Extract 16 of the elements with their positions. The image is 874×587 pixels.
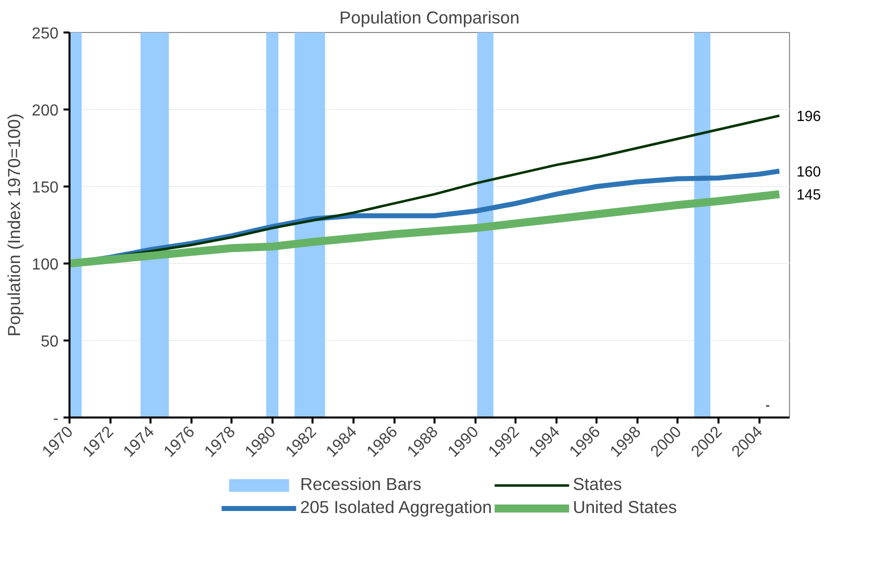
chart-title: Population Comparison xyxy=(339,8,520,28)
data-label: 160 xyxy=(796,164,821,181)
y-tick-label: 50 xyxy=(40,334,59,350)
legend-label: States xyxy=(572,474,622,495)
y-axis-title: Population (Index 1970=100) xyxy=(4,113,24,337)
y-tick-label: 100 xyxy=(32,256,59,274)
y-tick-label: 250 xyxy=(32,26,59,42)
legend-label: Recession Bars xyxy=(300,474,422,495)
legend-label: United States xyxy=(572,497,677,518)
y-tick-label: 150 xyxy=(32,180,59,196)
y-tick-label: 200 xyxy=(32,102,59,120)
y-tick-label: - xyxy=(53,410,58,428)
data-label: 145 xyxy=(796,188,821,204)
data-label: 196 xyxy=(796,109,821,126)
legend-label: 205 Isolated Aggregation xyxy=(300,497,492,518)
annotation: - xyxy=(766,398,770,412)
